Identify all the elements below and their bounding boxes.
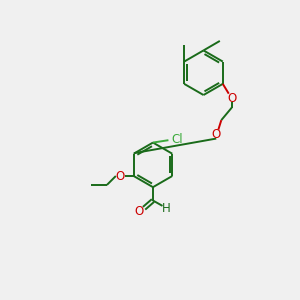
Text: H: H — [162, 202, 171, 215]
Text: Cl: Cl — [172, 134, 183, 146]
Text: O: O — [227, 92, 236, 105]
Text: O: O — [212, 128, 221, 141]
Text: O: O — [116, 169, 124, 182]
Text: O: O — [134, 205, 143, 218]
